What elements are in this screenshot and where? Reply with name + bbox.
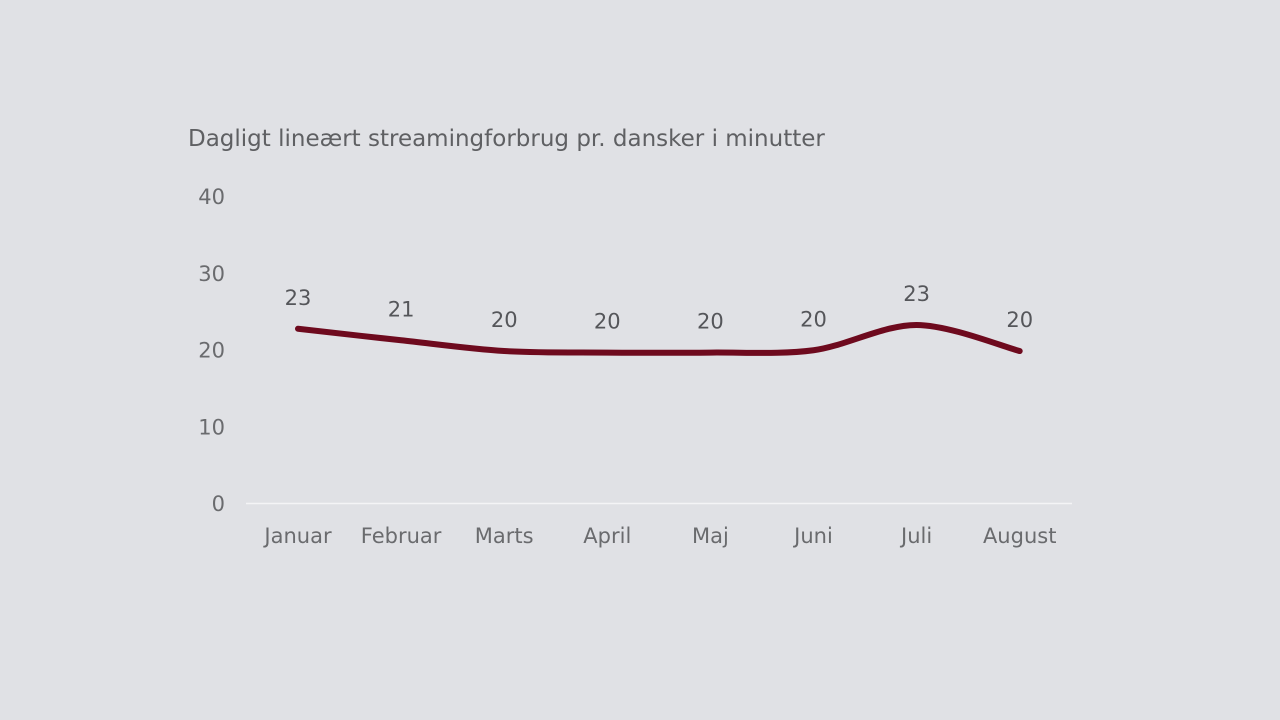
y-tick-label: 30 bbox=[198, 262, 225, 286]
x-tick-label: Marts bbox=[475, 524, 534, 548]
x-tick-label: Februar bbox=[361, 524, 442, 548]
y-tick-label: 0 bbox=[212, 492, 225, 516]
data-label: 20 bbox=[800, 307, 827, 331]
data-label: 20 bbox=[1006, 308, 1033, 332]
chart-title: Dagligt lineært streamingforbrug pr. dan… bbox=[188, 126, 825, 152]
data-label: 23 bbox=[285, 286, 312, 310]
data-label: 20 bbox=[594, 310, 621, 334]
x-tick-label: Maj bbox=[692, 524, 729, 548]
data-label: 21 bbox=[388, 297, 415, 321]
data-label: 20 bbox=[697, 310, 724, 334]
x-tick-label: Januar bbox=[262, 524, 332, 548]
data-label: 20 bbox=[491, 308, 518, 332]
x-tick-label: Juni bbox=[792, 524, 833, 548]
series-line bbox=[295, 321, 1023, 356]
y-tick-label: 20 bbox=[198, 339, 225, 363]
x-tick-label: Juli bbox=[899, 524, 932, 548]
x-tick-label: August bbox=[983, 524, 1057, 548]
data-label: 23 bbox=[903, 282, 930, 306]
y-tick-label: 10 bbox=[198, 415, 225, 439]
y-tick-label: 40 bbox=[198, 185, 225, 209]
x-tick-label: April bbox=[583, 524, 631, 548]
